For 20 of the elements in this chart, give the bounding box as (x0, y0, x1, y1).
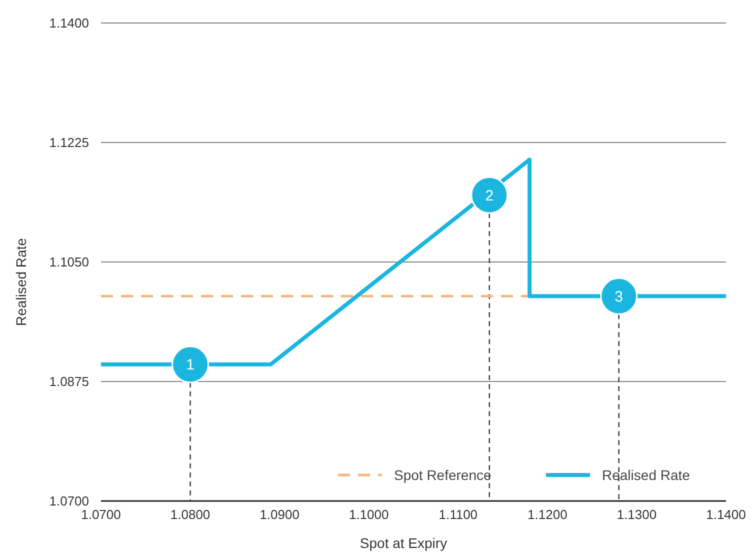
x-tick-label: 1.1400 (706, 507, 746, 522)
annotation: 2 (485, 187, 494, 204)
x-tick-label: 1.0800 (170, 507, 210, 522)
y-tick-label: 1.0875 (49, 374, 89, 390)
y-tick-label: 1.1400 (49, 16, 89, 31)
legend-label: Spot Reference (394, 466, 492, 483)
y-axis-title: Realised Rate (13, 238, 29, 326)
x-tick-label: 1.0700 (81, 507, 121, 522)
x-axis-title: Spot at Expiry (360, 535, 448, 551)
annotation: 1 (186, 356, 194, 374)
y-tick-label: 1.1225 (49, 135, 89, 150)
x-tick-label: 1.1000 (348, 507, 389, 522)
x-tick-label: 1.1200 (528, 507, 568, 522)
x-tick-label: 1.1300 (616, 507, 657, 522)
x-tick-label: 1.0900 (260, 507, 300, 522)
y-tick-label: 1.1050 (49, 254, 89, 270)
legend-label: Realised Rate (602, 466, 690, 483)
x-tick-label: 1.1100 (438, 507, 478, 522)
annotation: 3 (614, 288, 624, 306)
y-tick-label: 1.0700 (49, 494, 89, 509)
